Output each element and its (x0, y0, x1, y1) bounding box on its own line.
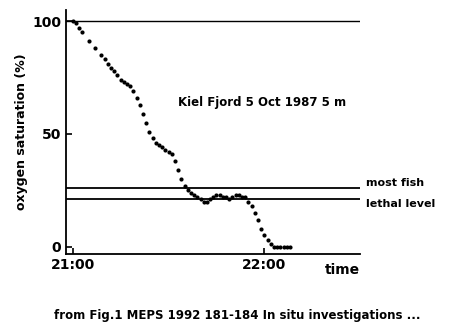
Text: Kiel Fjord 5 Oct 1987 5 m: Kiel Fjord 5 Oct 1987 5 m (178, 96, 346, 109)
Text: lethal level: lethal level (366, 199, 435, 209)
Text: time: time (325, 263, 360, 277)
Y-axis label: oxygen saturation (%): oxygen saturation (%) (15, 53, 28, 210)
Text: from Fig.1 MEPS 1992 181-184 In situ investigations ...: from Fig.1 MEPS 1992 181-184 In situ inv… (54, 309, 420, 322)
Text: most fish: most fish (366, 178, 424, 188)
